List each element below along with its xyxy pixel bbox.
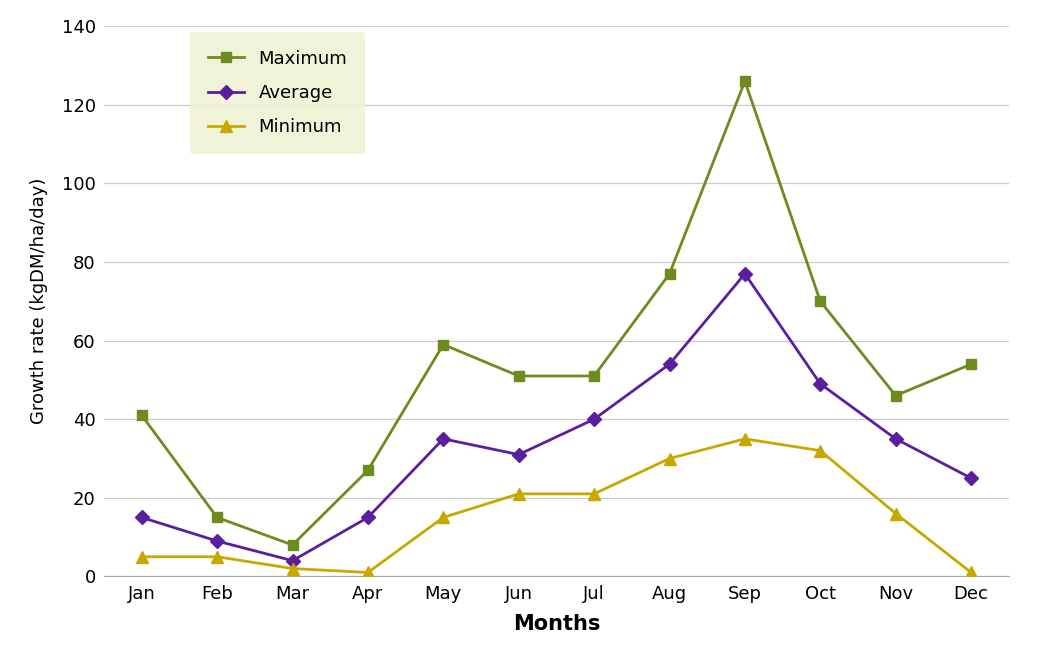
- Maximum: [286, 541, 298, 549]
- Average: [889, 435, 902, 443]
- Line: Maximum: Maximum: [137, 77, 976, 550]
- Maximum: [135, 411, 148, 419]
- Line: Minimum: Minimum: [136, 434, 977, 578]
- Average: [362, 514, 374, 521]
- Minimum: [664, 455, 676, 462]
- Average: [814, 380, 827, 388]
- Average: [437, 435, 449, 443]
- Minimum: [965, 569, 978, 576]
- Minimum: [738, 435, 751, 443]
- Maximum: [513, 372, 525, 380]
- Legend: Maximum, Average, Minimum: Maximum, Average, Minimum: [190, 31, 365, 155]
- Minimum: [286, 565, 298, 572]
- Average: [286, 557, 298, 565]
- Maximum: [211, 514, 224, 521]
- Maximum: [362, 466, 374, 474]
- Maximum: [664, 270, 676, 278]
- Minimum: [135, 553, 148, 561]
- Maximum: [588, 372, 600, 380]
- Average: [588, 415, 600, 423]
- Minimum: [211, 553, 224, 561]
- X-axis label: Months: Months: [513, 614, 600, 634]
- Maximum: [437, 341, 449, 348]
- Average: [135, 514, 148, 521]
- Average: [965, 474, 978, 482]
- Minimum: [437, 514, 449, 521]
- Maximum: [738, 77, 751, 85]
- Average: [211, 537, 224, 545]
- Minimum: [588, 490, 600, 498]
- Line: Average: Average: [137, 269, 976, 565]
- Maximum: [814, 297, 827, 305]
- Y-axis label: Growth rate (kgDM/ha/day): Growth rate (kgDM/ha/day): [30, 178, 48, 424]
- Average: [513, 451, 525, 458]
- Average: [738, 270, 751, 278]
- Minimum: [889, 510, 902, 517]
- Minimum: [513, 490, 525, 498]
- Average: [664, 360, 676, 368]
- Minimum: [362, 569, 374, 576]
- Minimum: [814, 447, 827, 455]
- Maximum: [965, 360, 978, 368]
- Maximum: [889, 392, 902, 400]
